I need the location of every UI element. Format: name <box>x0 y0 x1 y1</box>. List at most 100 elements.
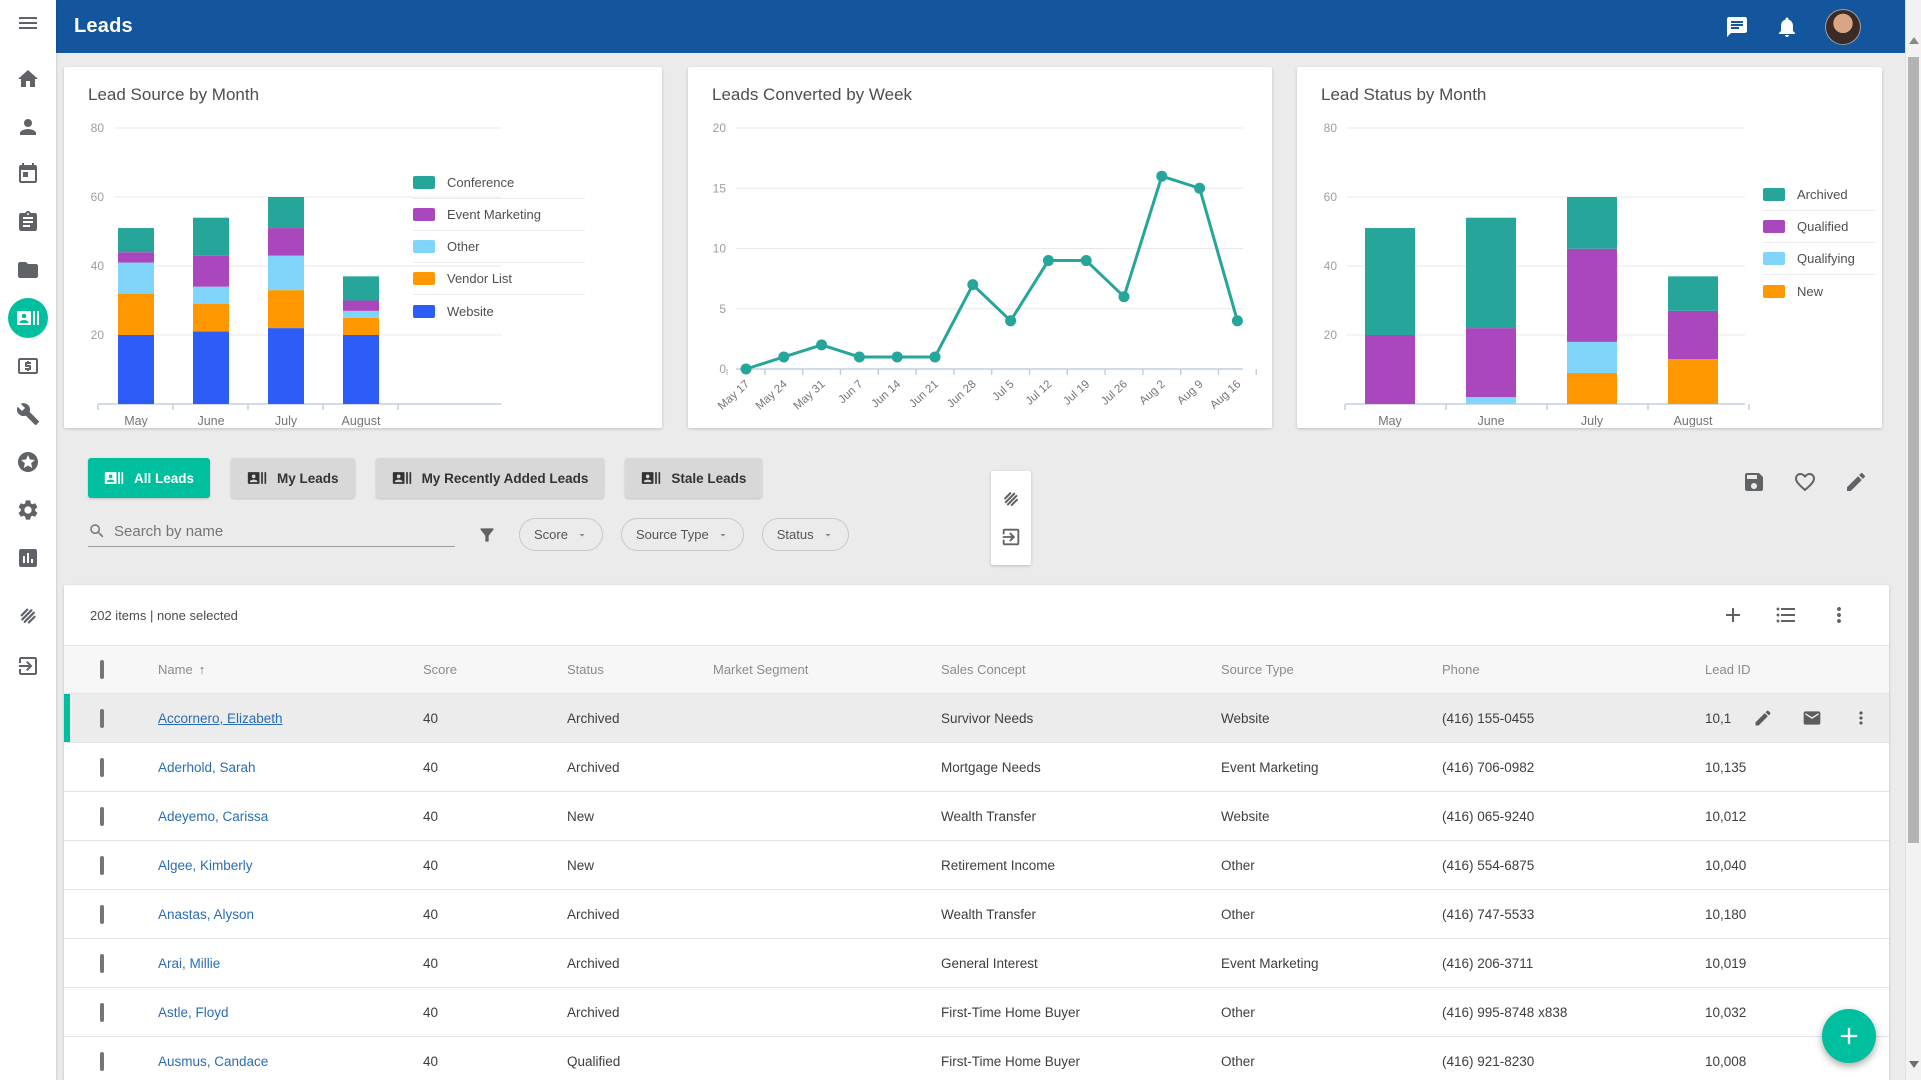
handshake-icon[interactable] <box>1000 488 1022 510</box>
bar-segment-event-marketing <box>118 252 154 263</box>
legend-item-event-marketing[interactable]: Event Marketing <box>413 199 585 231</box>
status-cell: Archived <box>567 906 620 922</box>
legend-item-archived[interactable]: Archived <box>1763 179 1875 211</box>
row-checkbox[interactable] <box>100 806 104 826</box>
column-header-source-type[interactable]: Source Type <box>1221 662 1442 677</box>
name-link[interactable]: Anastas, Alyson <box>158 906 255 922</box>
chat-icon[interactable] <box>1725 15 1749 39</box>
save-view-icon[interactable] <box>1742 470 1766 494</box>
select-all-checkbox[interactable] <box>100 660 104 679</box>
name-link[interactable]: Algee, Kimberly <box>158 857 253 873</box>
sidebar-item-favorites[interactable] <box>8 442 48 482</box>
sidebar-item-home[interactable] <box>8 59 48 99</box>
svg-text:Aug 16: Aug 16 <box>1208 378 1243 411</box>
column-header-name[interactable]: Name ↑ <box>158 662 423 677</box>
column-header-lead-id[interactable]: Lead ID <box>1705 662 1889 677</box>
legend-item-conference[interactable]: Conference <box>413 167 585 199</box>
assign-exit-icon[interactable] <box>1000 526 1022 548</box>
sidebar-item-opportunities[interactable] <box>8 346 48 386</box>
column-header-status[interactable]: Status <box>567 662 713 677</box>
scroll-up-arrow-icon[interactable] <box>1906 32 1921 48</box>
row-checkbox[interactable] <box>100 1002 104 1022</box>
sidebar-item-sign-in[interactable] <box>8 646 48 686</box>
data-point <box>1156 170 1168 182</box>
table-row[interactable]: Astle, Floyd 40 Archived First-Time Home Bu… <box>64 988 1889 1037</box>
scrollbar-thumb[interactable] <box>1908 57 1919 843</box>
legend-item-qualified[interactable]: Qualified <box>1763 211 1875 243</box>
chart-title: Leads Converted by Week <box>712 85 913 104</box>
filter-dropdown-score[interactable]: Score <box>519 518 603 551</box>
tab-my-recently-added-leads[interactable]: My Recently Added Leads <box>375 458 605 498</box>
table-row[interactable]: Algee, Kimberly 40 New Retirement Income Oth… <box>64 841 1889 890</box>
edit-view-icon[interactable] <box>1844 470 1868 494</box>
table-row[interactable]: Aderhold, Sarah 40 Archived Mortgage Needs E… <box>64 743 1889 792</box>
legend-item-new[interactable]: New <box>1763 275 1875 307</box>
column-header-market-segment[interactable]: Market Segment <box>713 662 941 677</box>
legend-item-website[interactable]: Website <box>413 295 585 327</box>
table-row[interactable]: Ausmus, Candace 40 Qualified First-Time Hom… <box>64 1037 1889 1080</box>
legend-item-vendor-list[interactable]: Vendor List <box>413 263 585 295</box>
tab-stale-leads[interactable]: Stale Leads <box>625 458 763 498</box>
view-list-icon[interactable] <box>1774 603 1798 627</box>
name-link[interactable]: Arai, Millie <box>158 955 221 971</box>
tab-all-leads[interactable]: All Leads <box>88 458 211 498</box>
sidebar-item-settings[interactable] <box>8 490 48 530</box>
filter-funnel-icon[interactable] <box>477 525 497 545</box>
sidebar-item-deals[interactable] <box>8 596 48 636</box>
favorite-heart-icon[interactable] <box>1793 470 1817 494</box>
row-checkbox[interactable] <box>100 904 104 924</box>
table-more-icon[interactable] <box>1827 603 1851 627</box>
email-lead-icon[interactable] <box>1802 708 1822 728</box>
column-header-sales-concept[interactable]: Sales Concept <box>941 662 1221 677</box>
table-row[interactable]: Accornero, Elizabeth 40 Archived Survivor N… <box>64 694 1889 743</box>
bar-segment-conference <box>193 217 229 256</box>
sidebar-item-reports[interactable] <box>8 538 48 578</box>
row-checkbox[interactable] <box>100 855 104 875</box>
avatar[interactable] <box>1825 8 1861 45</box>
bar-segment-archived <box>1466 217 1516 329</box>
bar-segment-vendor-list <box>193 303 229 332</box>
edit-lead-icon[interactable] <box>1753 708 1773 728</box>
scroll-down-arrow-icon[interactable] <box>1906 1056 1921 1072</box>
name-link[interactable]: Aderhold, Sarah <box>158 759 256 775</box>
gear-icon <box>18 500 38 520</box>
sidebar-item-tasks[interactable] <box>8 202 48 242</box>
table-row[interactable]: Adeyemo, Carissa 40 New Wealth Transfer Webs… <box>64 792 1889 841</box>
page-scrollbar[interactable] <box>1905 0 1921 1080</box>
sidebar-item-tools[interactable] <box>8 394 48 434</box>
row-checkbox[interactable] <box>100 708 104 728</box>
sidebar-item-calendar[interactable] <box>8 154 48 194</box>
row-more-icon[interactable] <box>1851 708 1871 728</box>
sidebar-item-leads[interactable] <box>8 298 48 338</box>
name-link[interactable]: Adeyemo, Carissa <box>158 808 269 824</box>
sidebar-item-menu[interactable] <box>8 3 48 43</box>
row-checkbox[interactable] <box>100 757 104 777</box>
view-actions <box>1742 470 1868 494</box>
row-checkbox[interactable] <box>100 1051 104 1071</box>
notifications-bell-icon[interactable] <box>1775 15 1799 39</box>
name-link[interactable]: Astle, Floyd <box>158 1004 229 1020</box>
svg-text:May: May <box>124 414 148 427</box>
name-link[interactable]: Ausmus, Candace <box>158 1053 269 1069</box>
svg-text:40: 40 <box>1324 259 1338 273</box>
column-header-score[interactable]: Score <box>423 662 567 677</box>
filter-dropdown-source-type[interactable]: Source Type <box>620 518 744 551</box>
legend-item-other[interactable]: Other <box>413 231 585 263</box>
bar-segment-qualified <box>1466 328 1516 398</box>
filter-dropdown-status[interactable]: Status <box>761 518 849 551</box>
legend-item-qualifying[interactable]: Qualifying <box>1763 243 1875 275</box>
table-row[interactable]: Anastas, Alyson 40 Archived Wealth Transfer… <box>64 890 1889 939</box>
column-header-phone[interactable]: Phone <box>1442 662 1705 677</box>
row-checkbox[interactable] <box>100 953 104 973</box>
sidebar-item-contacts[interactable] <box>8 107 48 147</box>
add-fab-button[interactable] <box>1822 1009 1876 1063</box>
bar-segment-website <box>193 331 229 404</box>
table-row[interactable]: Arai, Millie 40 Archived General Interest Ev… <box>64 939 1889 988</box>
sidebar-item-documents[interactable] <box>8 250 48 290</box>
tab-my-leads[interactable]: My Leads <box>231 458 355 498</box>
lead-id-cell: 10,012 <box>1705 808 1747 824</box>
app-bar: Leads <box>56 0 1905 53</box>
name-link[interactable]: Accornero, Elizabeth <box>158 710 283 726</box>
add-lead-icon[interactable] <box>1721 603 1745 627</box>
search-input[interactable] <box>114 522 455 540</box>
